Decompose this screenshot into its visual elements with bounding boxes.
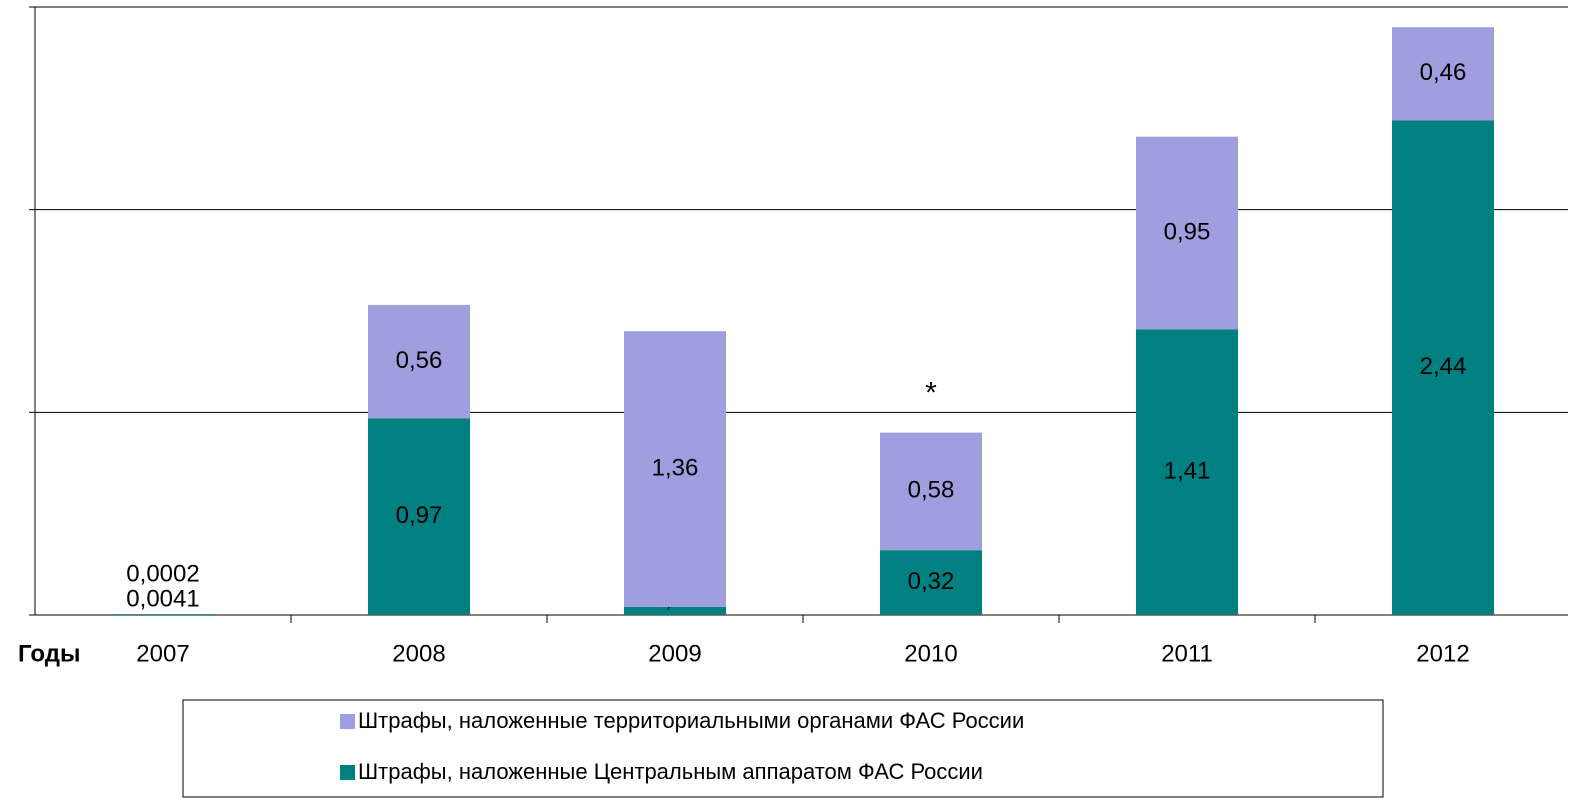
annotation: * bbox=[925, 377, 937, 410]
bar-segment bbox=[1136, 329, 1238, 615]
bar-segment bbox=[112, 614, 214, 615]
data-label: 0,32 bbox=[908, 568, 955, 595]
x-tick-label: 2010 bbox=[904, 640, 957, 667]
legend-text: Штрафы, наложенные Центральным аппаратом… bbox=[358, 759, 983, 784]
data-label: 0,46 bbox=[1420, 59, 1467, 86]
data-label: 0,95 bbox=[1164, 218, 1211, 245]
x-tick-label: 2012 bbox=[1416, 640, 1469, 667]
data-label: 0,0041 bbox=[126, 585, 199, 612]
data-label: 0,97 bbox=[396, 502, 443, 529]
data-label: 0,58 bbox=[908, 477, 955, 504]
bar-segment bbox=[368, 304, 470, 419]
data-label: 0,0002 bbox=[126, 560, 199, 587]
legend-text: Штрафы, наложенные территориальными орга… bbox=[358, 708, 1024, 733]
data-label: 1,41 bbox=[1164, 457, 1211, 484]
bar-segment bbox=[1392, 120, 1494, 615]
legend-marker bbox=[340, 765, 355, 780]
bar-segment bbox=[624, 331, 726, 607]
legend-box bbox=[182, 699, 1384, 798]
bar-segment bbox=[368, 418, 470, 615]
bar-segment bbox=[1136, 136, 1238, 330]
x-tick-label: 2007 bbox=[136, 640, 189, 667]
data-label: 0,56 bbox=[396, 347, 443, 374]
data-label: 2,44 bbox=[1420, 353, 1467, 380]
bar-segment bbox=[880, 432, 982, 551]
bar-segment bbox=[1392, 27, 1494, 121]
bar-segment bbox=[624, 606, 726, 615]
data-label: 1,36 bbox=[652, 454, 699, 481]
bar-segment bbox=[880, 550, 982, 615]
x-tick-label: 2008 bbox=[392, 640, 445, 667]
x-tick-label: 2009 bbox=[648, 640, 701, 667]
x-tick-label: 2011 bbox=[1161, 640, 1213, 667]
x-axis-label: Годы bbox=[18, 640, 80, 667]
legend-marker bbox=[340, 714, 355, 729]
